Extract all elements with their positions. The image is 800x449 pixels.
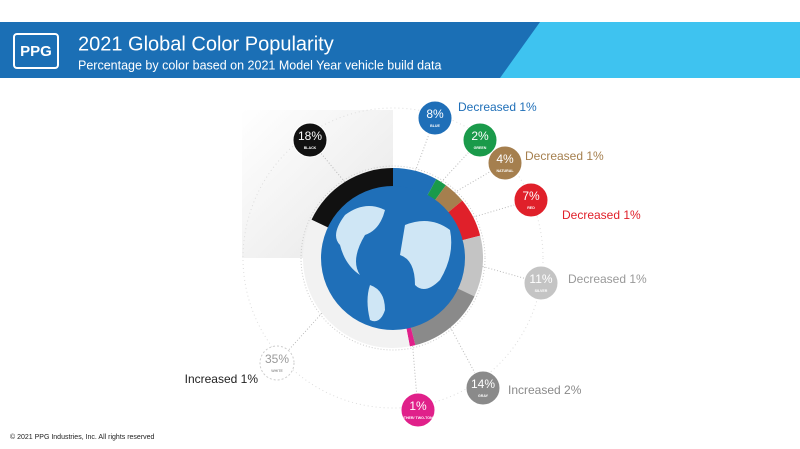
- leader-line: [414, 117, 436, 172]
- category-label: GREEN: [474, 146, 487, 150]
- category-label: RED: [527, 206, 535, 210]
- value-bubble: [465, 370, 501, 406]
- value-bubble: [292, 122, 328, 158]
- value-bubble: [462, 122, 498, 158]
- value-bubble: [523, 265, 559, 301]
- value-label: 7%: [522, 189, 540, 203]
- logo: PPG: [20, 43, 52, 60]
- value-label: 14%: [471, 377, 495, 391]
- guide-ring: [242, 107, 544, 409]
- segment: [410, 287, 475, 346]
- segment: [426, 179, 446, 202]
- guide-ring: [300, 165, 486, 351]
- header-accent: [500, 22, 800, 78]
- segment: [393, 168, 437, 197]
- segment: [446, 200, 481, 241]
- value-label: 1%: [409, 399, 427, 413]
- leader-line: [473, 199, 532, 218]
- value-bubble: [400, 392, 436, 428]
- segment: [406, 325, 416, 347]
- globe-land: [367, 285, 385, 322]
- value-bubble: [259, 345, 295, 381]
- category-label: GRAY: [478, 394, 489, 398]
- footer: © 2021 PPG Industries, Inc. All rights r…: [10, 433, 155, 441]
- value-bubble: [417, 100, 453, 136]
- value-label: 18%: [298, 129, 322, 143]
- value-label: 2%: [471, 129, 489, 143]
- segment: [302, 219, 410, 348]
- segment: [311, 168, 393, 229]
- leader-line: [482, 265, 542, 284]
- change-label: Decreased 1%: [562, 208, 641, 222]
- globe-land: [336, 206, 385, 275]
- value-label: 4%: [496, 152, 514, 166]
- leader-line: [440, 139, 481, 183]
- value-bubble: [487, 145, 523, 181]
- category-label: WHITE: [271, 369, 283, 373]
- change-label: Increased 1%: [185, 372, 259, 386]
- value-label: 11%: [529, 272, 552, 286]
- category-label: SILVER: [535, 289, 548, 293]
- chart-title: 2021 Global Color Popularity: [78, 33, 334, 55]
- chart-subtitle: Percentage by color based on 2021 Model …: [78, 58, 442, 72]
- category-label: BLACK: [304, 146, 317, 150]
- category-label: NATURAL: [496, 169, 514, 173]
- change-label: Decreased 1%: [568, 272, 647, 286]
- category-label: BLUE: [430, 124, 440, 128]
- value-bubble: [513, 182, 549, 218]
- globe-land: [400, 221, 452, 289]
- logo-box: [13, 33, 59, 69]
- value-label: 35%: [265, 352, 289, 366]
- change-label: Decreased 1%: [525, 149, 604, 163]
- category-label: OTHER/ TWO-TONE: [401, 416, 436, 420]
- change-label: Increased 2%: [508, 383, 582, 397]
- value-label: 8%: [426, 107, 444, 121]
- change-label: Decreased 1%: [458, 100, 537, 114]
- leader-line: [276, 312, 323, 364]
